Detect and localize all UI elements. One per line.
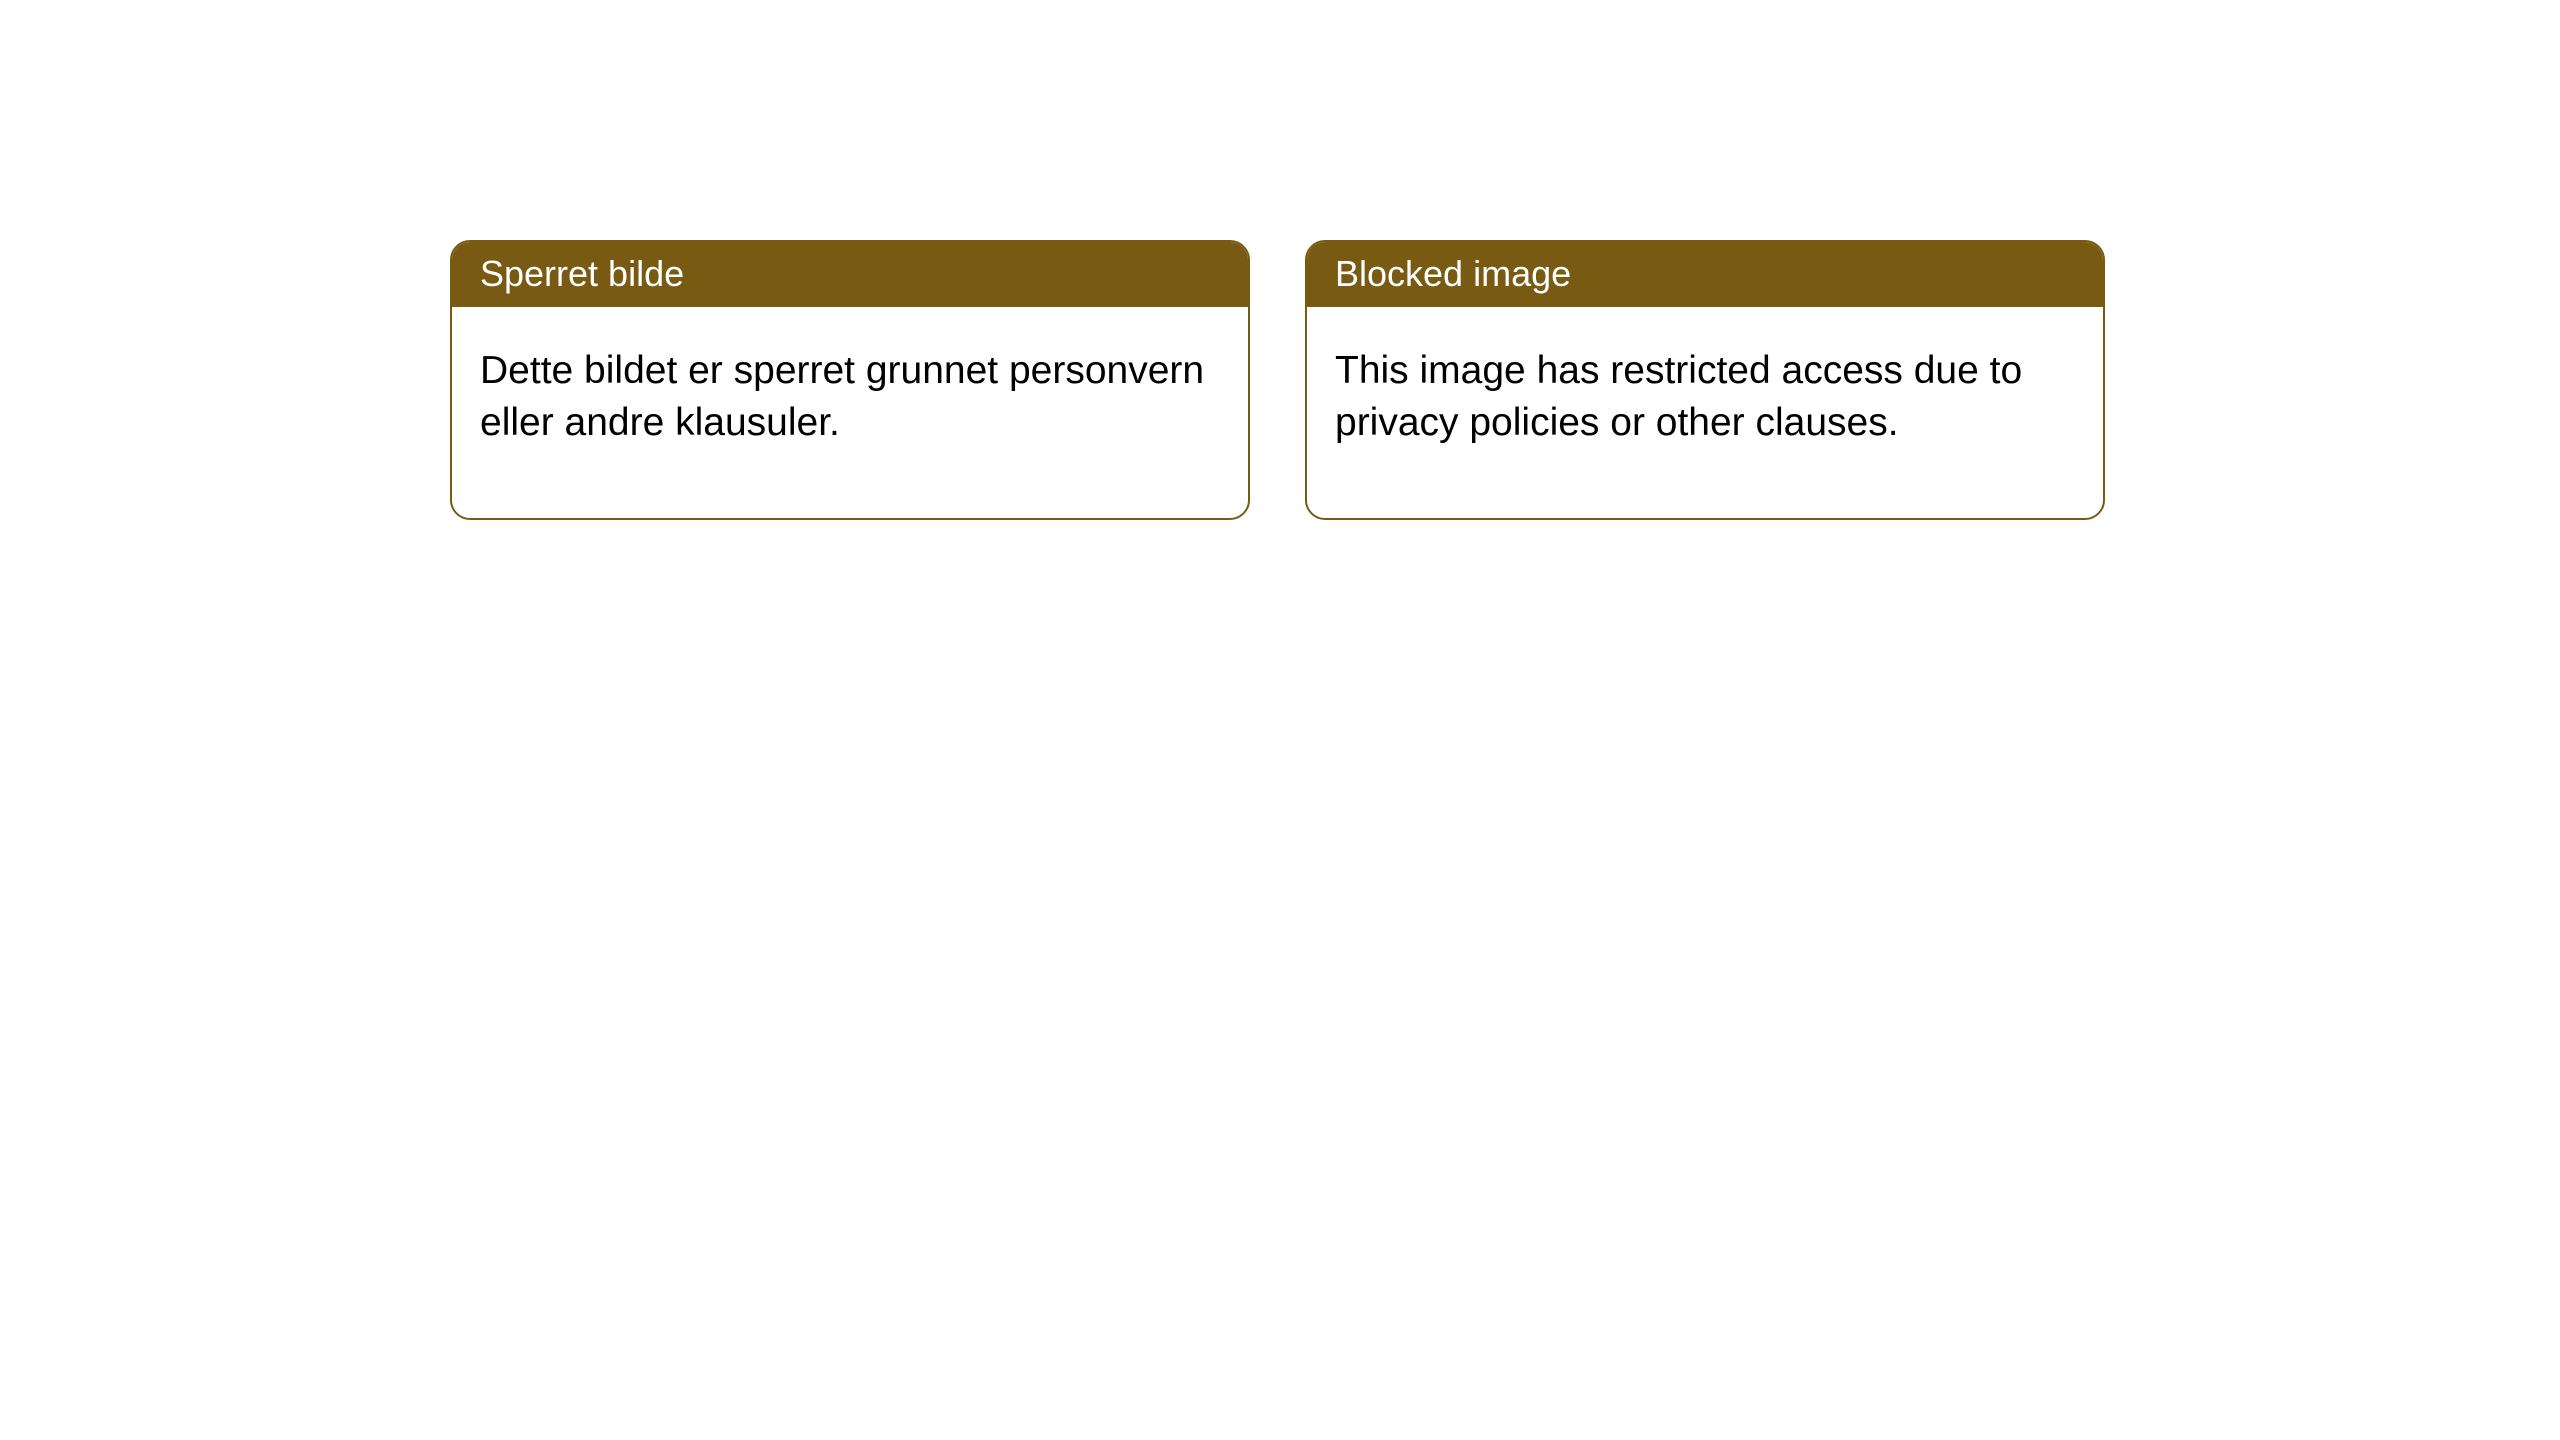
notice-body: This image has restricted access due to … [1307, 307, 2103, 518]
notice-header: Sperret bilde [452, 242, 1248, 307]
notice-header: Blocked image [1307, 242, 2103, 307]
notice-card-norwegian: Sperret bilde Dette bildet er sperret gr… [450, 240, 1250, 520]
notice-card-english: Blocked image This image has restricted … [1305, 240, 2105, 520]
notice-container: Sperret bilde Dette bildet er sperret gr… [450, 240, 2105, 520]
notice-body: Dette bildet er sperret grunnet personve… [452, 307, 1248, 518]
